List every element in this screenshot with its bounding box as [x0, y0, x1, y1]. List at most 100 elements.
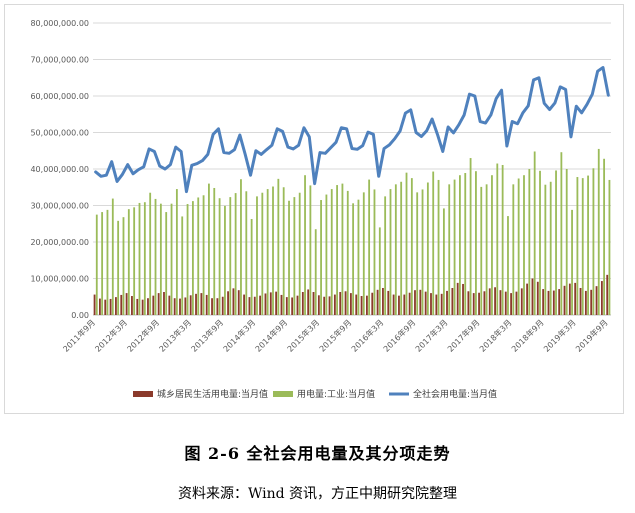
bar-industrial [261, 192, 264, 315]
bar-industrial [250, 219, 253, 315]
bar-industrial [459, 175, 461, 315]
bar-industrial [304, 175, 306, 315]
bar-industrial [165, 212, 168, 315]
bar-industrial [101, 212, 104, 315]
bar-industrial [555, 170, 557, 315]
bar-residential [104, 299, 107, 315]
bar-residential [296, 295, 299, 315]
bar-industrial [272, 186, 274, 315]
bar-residential [387, 290, 390, 315]
bar-industrial [405, 172, 408, 315]
bar-industrial [544, 184, 547, 315]
chart-frame: 0.00 10,000,000.00 20,000,000.00 30,000,000… [4, 4, 624, 414]
x-tick-label: 2013年3月 [157, 317, 193, 353]
bar-industrial [453, 179, 456, 315]
bar-residential [163, 292, 165, 315]
bar-residential [344, 291, 347, 315]
bar-residential [307, 289, 310, 315]
bar-industrial [159, 203, 162, 315]
bar-industrial [325, 194, 328, 315]
x-tick-label: 2012年9月 [125, 317, 161, 353]
bar-residential [216, 298, 219, 315]
bar-industrial [491, 175, 493, 315]
bar-residential [440, 293, 443, 315]
bar-industrial [282, 187, 285, 315]
bar-industrial [416, 192, 419, 315]
bar-residential [200, 293, 203, 315]
bar-industrial [277, 178, 280, 315]
bar-industrial [501, 164, 504, 315]
bar-residential [120, 294, 123, 315]
bar-industrial [592, 168, 595, 315]
bar-residential [488, 288, 491, 315]
x-tick-label: 2014年3月 [221, 317, 257, 353]
bar-residential [462, 283, 464, 315]
bar-residential [520, 288, 523, 315]
bar-residential [275, 291, 278, 315]
bar-residential [339, 292, 342, 315]
line-series [94, 66, 610, 194]
bar-residential [125, 293, 128, 315]
bar-industrial [437, 179, 440, 315]
bar-industrial [298, 192, 301, 315]
bar-industrial [384, 196, 387, 315]
bar-residential [590, 289, 593, 315]
bar-industrial [512, 184, 515, 315]
bar-residential [291, 297, 294, 315]
bar-industrial [581, 178, 584, 315]
bar-industrial [608, 179, 611, 315]
bar-industrial [293, 197, 296, 315]
bar-residential [301, 292, 304, 315]
bar-residential [584, 290, 587, 315]
x-tick-label: 2018年9月 [509, 317, 545, 353]
bar-industrial [191, 201, 194, 315]
bar-industrial [394, 184, 397, 315]
bar-industrial [127, 209, 130, 315]
bar-industrial [496, 163, 499, 315]
bar-industrial [149, 192, 152, 315]
bar-industrial [197, 197, 200, 315]
bar-industrial [378, 227, 381, 315]
bar-residential [195, 293, 197, 315]
bar-industrial [389, 189, 392, 315]
bar-industrial [400, 181, 403, 315]
bar-industrial [410, 178, 413, 315]
bar-residential [456, 282, 459, 315]
line-total [94, 66, 610, 194]
bar-residential [504, 291, 507, 315]
bar-residential [403, 294, 406, 315]
bar-residential [189, 295, 192, 315]
bar-residential [478, 292, 480, 315]
bar-industrial [245, 191, 248, 315]
bar-industrial [266, 189, 269, 315]
bar-residential [264, 293, 267, 315]
bar-industrial [95, 214, 98, 315]
bar-residential [269, 292, 272, 315]
bar-residential [355, 294, 358, 315]
x-axis-ticks: 2011年9月2012年3月2012年9月2013年3月2013年9月2014年… [61, 317, 610, 353]
bar-residential [392, 294, 395, 315]
bar-industrial [368, 179, 371, 315]
bar-residential [285, 297, 288, 315]
x-tick-label: 2016年3月 [349, 317, 385, 353]
bar-residential [552, 290, 555, 315]
bar-residential [499, 290, 502, 315]
bar-residential [349, 293, 352, 315]
bar-residential [472, 293, 475, 315]
bar-industrial [597, 148, 600, 315]
bar-industrial [314, 229, 317, 315]
bar-residential [536, 281, 539, 315]
bar-residential [317, 295, 320, 315]
bar-residential [280, 294, 283, 315]
bar-residential [131, 296, 133, 315]
bar-residential [152, 295, 155, 315]
bar-industrial [442, 208, 445, 315]
bar-industrial [346, 190, 349, 315]
bar-residential [333, 294, 336, 315]
bar-residential [467, 291, 470, 315]
bar-residential [312, 292, 315, 315]
bar-industrial [111, 198, 114, 315]
bar-residential [136, 298, 139, 315]
bar-industrial [208, 183, 210, 315]
bar-residential [542, 289, 545, 315]
